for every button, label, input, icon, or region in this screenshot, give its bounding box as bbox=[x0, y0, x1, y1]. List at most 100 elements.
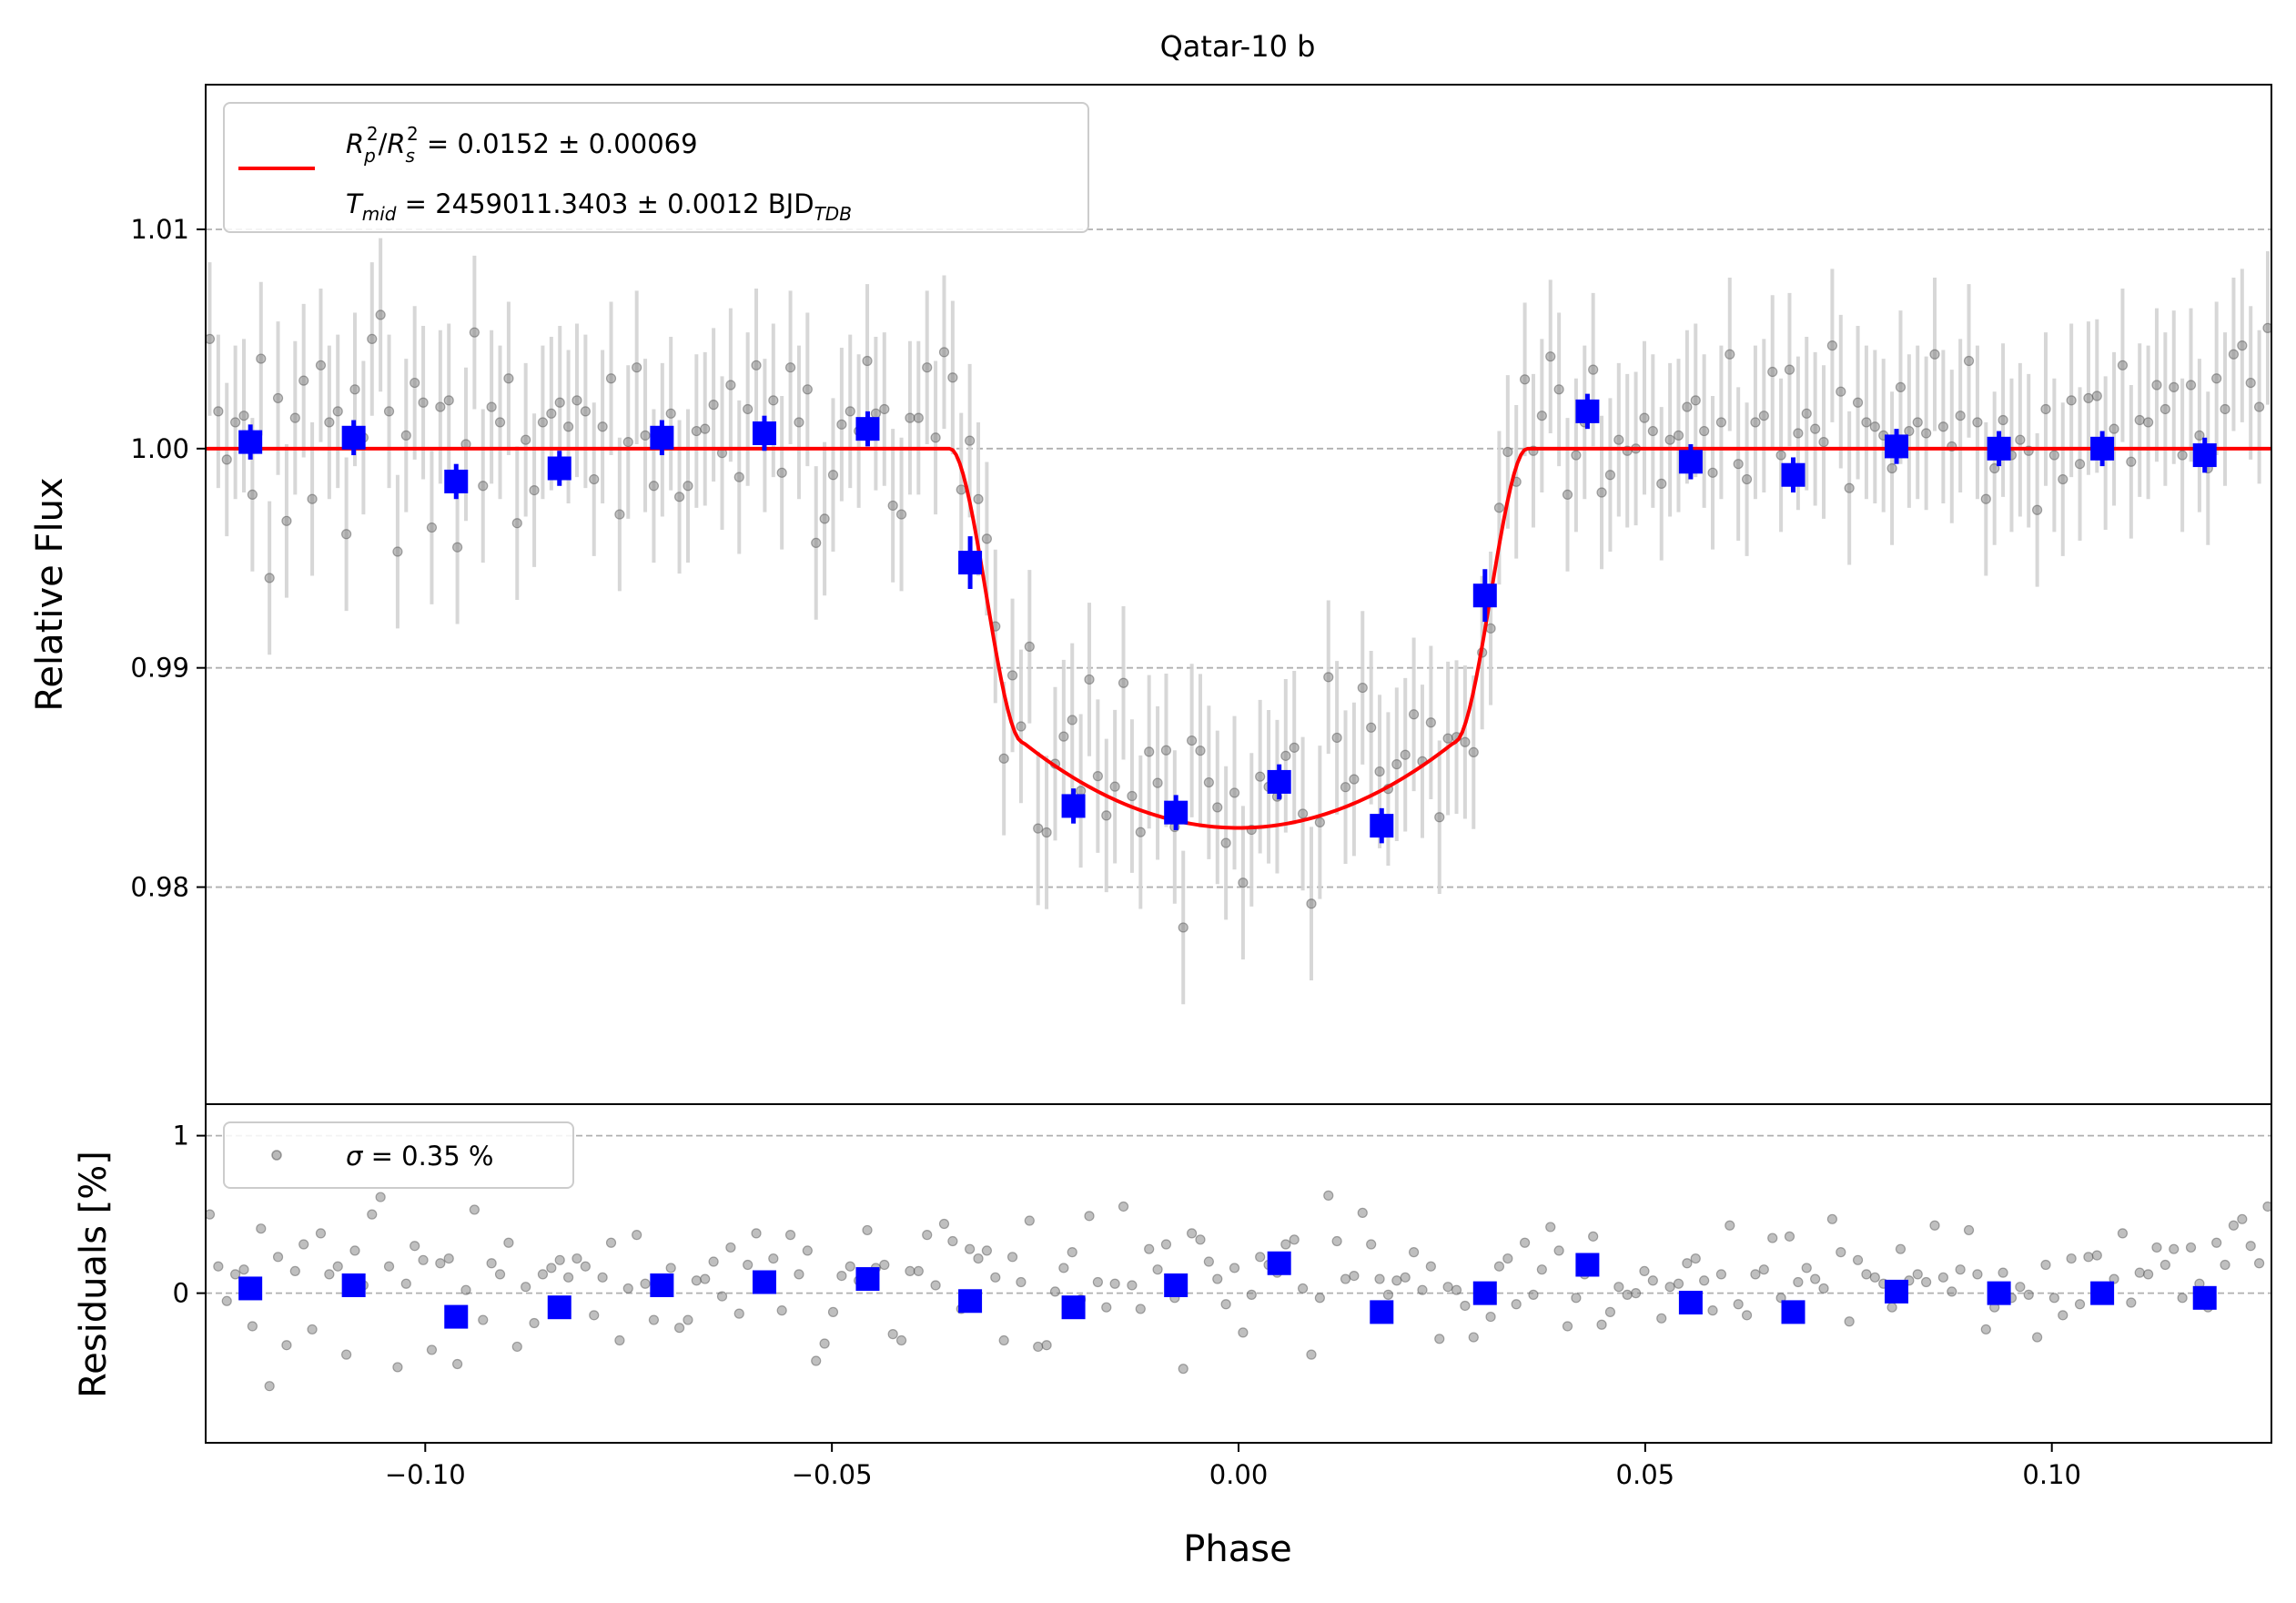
raw-point bbox=[392, 546, 403, 557]
binned-point bbox=[1781, 462, 1805, 487]
raw-point bbox=[1502, 446, 1513, 458]
raw-point bbox=[1955, 411, 1966, 421]
x-tick-label: 0.05 bbox=[1616, 1459, 1675, 1490]
raw-point bbox=[1972, 417, 1983, 428]
raw-point bbox=[1118, 677, 1129, 688]
residual-point bbox=[1357, 1207, 1368, 1218]
raw-point bbox=[367, 333, 378, 344]
raw-point bbox=[1041, 827, 1052, 838]
residual-point bbox=[1758, 1264, 1769, 1275]
binned-residual-point bbox=[1575, 1253, 1600, 1277]
raw-point bbox=[2083, 392, 2094, 404]
residual-point bbox=[1460, 1300, 1471, 1312]
residual-point bbox=[1349, 1270, 1360, 1282]
binned-residual-point bbox=[547, 1295, 571, 1320]
x-tick-label: −0.05 bbox=[792, 1459, 873, 1490]
raw-point bbox=[905, 412, 915, 423]
residual-point bbox=[1160, 1239, 1172, 1250]
residual-point bbox=[213, 1261, 224, 1272]
raw-point bbox=[1460, 736, 1471, 747]
legend-entry-radius-ratio: Rp2/Rs2 = 0.0152 ± 0.00069 bbox=[346, 123, 698, 167]
residual-point bbox=[751, 1228, 762, 1239]
residual-point bbox=[1485, 1311, 1496, 1323]
raw-point bbox=[1904, 425, 1915, 437]
residual-point bbox=[418, 1254, 429, 1265]
raw-point bbox=[768, 395, 779, 406]
residuals-panel: 01 −0.10 −0.05 0.00 0.05 0.10 Residuals [%] … bbox=[73, 1103, 2272, 1570]
residual-point bbox=[794, 1269, 804, 1280]
residual-point bbox=[1869, 1272, 1880, 1283]
raw-point bbox=[2151, 380, 2162, 391]
residual-point bbox=[1323, 1190, 1334, 1201]
raw-point bbox=[1016, 721, 1027, 732]
residual-point bbox=[716, 1291, 728, 1302]
binned-point bbox=[1678, 450, 1703, 474]
raw-point bbox=[1553, 384, 1564, 395]
residual-point bbox=[1562, 1321, 1573, 1332]
binned-point bbox=[2090, 436, 2115, 461]
residual-point bbox=[784, 1230, 796, 1241]
residual-point bbox=[1921, 1276, 1932, 1288]
lightcurve-legend-box bbox=[223, 102, 1089, 233]
raw-point bbox=[1715, 417, 1727, 428]
residual-point bbox=[2083, 1252, 2094, 1263]
raw-point bbox=[264, 573, 275, 583]
raw-point bbox=[400, 430, 411, 441]
binned-residual-point bbox=[341, 1273, 366, 1297]
raw-point bbox=[2194, 430, 2205, 441]
residual-point bbox=[733, 1308, 744, 1319]
residual-point bbox=[1775, 1293, 1786, 1304]
raw-point bbox=[571, 395, 582, 406]
residual-point bbox=[1203, 1256, 1214, 1267]
raw-point bbox=[802, 384, 813, 395]
raw-point bbox=[1861, 417, 1872, 428]
residual-point bbox=[836, 1270, 847, 1282]
raw-point bbox=[1844, 482, 1855, 493]
residual-point bbox=[862, 1224, 873, 1236]
raw-point bbox=[1024, 641, 1035, 652]
raw-point bbox=[1912, 417, 1923, 428]
binned-point bbox=[2192, 443, 2217, 468]
binned-residual-point bbox=[1781, 1300, 1805, 1324]
raw-point bbox=[605, 373, 617, 384]
residual-point bbox=[589, 1310, 600, 1321]
raw-point bbox=[827, 470, 839, 481]
raw-point bbox=[1818, 437, 1829, 448]
raw-point bbox=[870, 408, 882, 419]
raw-point bbox=[324, 417, 335, 428]
residual-point bbox=[2117, 1228, 2129, 1239]
raw-point bbox=[819, 513, 830, 524]
raw-point bbox=[1664, 434, 1675, 445]
residual-point bbox=[2040, 1259, 2051, 1271]
raw-point bbox=[289, 412, 300, 423]
raw-point bbox=[332, 406, 343, 417]
residual-point bbox=[1707, 1305, 1718, 1316]
residual-point bbox=[332, 1261, 343, 1272]
binned-point bbox=[855, 417, 880, 441]
binned-residual-point bbox=[444, 1304, 469, 1329]
lightcurve-y-ticks: 0.98 0.99 1.00 1.01 bbox=[130, 214, 206, 903]
residual-point bbox=[1434, 1334, 1445, 1344]
residual-point bbox=[1980, 1324, 1991, 1335]
residual-point bbox=[2074, 1299, 2086, 1310]
raw-point bbox=[2117, 360, 2129, 370]
residual-point bbox=[2177, 1293, 2188, 1304]
residual-point bbox=[1152, 1264, 1163, 1275]
residual-point bbox=[1861, 1269, 1872, 1280]
raw-point bbox=[1391, 759, 1402, 770]
raw-point bbox=[1340, 782, 1351, 793]
residual-point bbox=[298, 1239, 309, 1250]
residual-point bbox=[1280, 1239, 1291, 1250]
raw-point bbox=[998, 753, 1009, 764]
residual-point bbox=[1049, 1286, 1061, 1297]
residual-point bbox=[743, 1259, 754, 1271]
raw-point bbox=[1289, 742, 1300, 753]
x-tick-label: 0.00 bbox=[1209, 1459, 1269, 1490]
raw-point bbox=[1793, 428, 1804, 439]
residual-point bbox=[503, 1237, 514, 1248]
residual-point bbox=[879, 1259, 890, 1271]
raw-point bbox=[1109, 781, 1120, 792]
residual-point bbox=[1084, 1211, 1095, 1222]
raw-point bbox=[1886, 462, 1897, 474]
raw-point bbox=[1980, 493, 1991, 504]
